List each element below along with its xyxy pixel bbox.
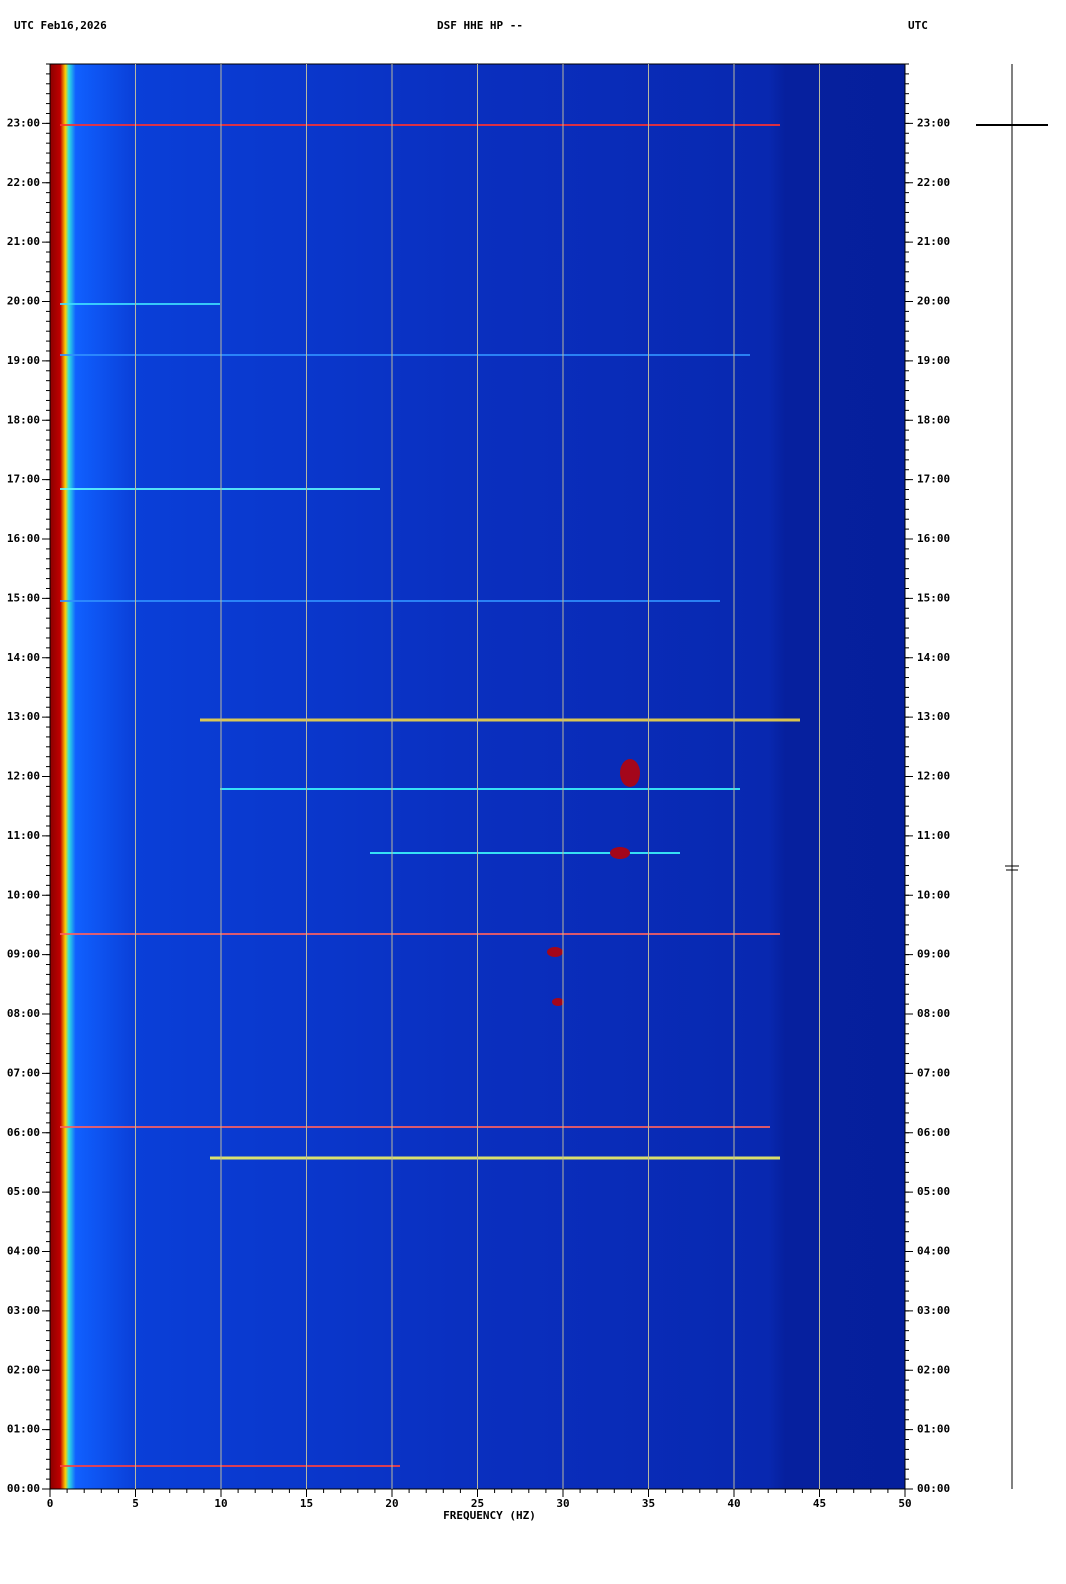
y-tick-label: 06:00 bbox=[7, 1126, 40, 1139]
x-tick-label: 45 bbox=[813, 1497, 826, 1510]
timezone-label: UTC bbox=[908, 19, 928, 32]
y-tick-label-right: 05:00 bbox=[917, 1185, 950, 1198]
y-tick-label-right: 11:00 bbox=[917, 829, 950, 842]
y-tick-label: 07:00 bbox=[7, 1066, 40, 1079]
y-tick-label-right: 16:00 bbox=[917, 532, 950, 545]
y-tick-label-right: 06:00 bbox=[917, 1126, 950, 1139]
y-tick-label: 15:00 bbox=[7, 591, 40, 604]
y-tick-label: 20:00 bbox=[7, 295, 40, 308]
y-tick-label: 17:00 bbox=[7, 473, 40, 486]
y-tick-label-right: 19:00 bbox=[917, 354, 950, 367]
y-tick-label: 23:00 bbox=[7, 116, 40, 129]
x-tick-label: 15 bbox=[300, 1497, 313, 1510]
y-tick-label: 21:00 bbox=[7, 235, 40, 248]
seismogram-trace bbox=[976, 64, 1048, 1489]
x-axis-label: FREQUENCY (HZ) bbox=[443, 1509, 536, 1522]
y-tick-label-right: 09:00 bbox=[917, 948, 950, 961]
y-tick-label-right: 14:00 bbox=[917, 651, 950, 664]
y-tick-label-right: 21:00 bbox=[917, 235, 950, 248]
x-tick-label: 10 bbox=[214, 1497, 227, 1510]
x-tick-label: 5 bbox=[132, 1497, 139, 1510]
x-tick-label: 30 bbox=[556, 1497, 569, 1510]
x-tick-label: 35 bbox=[642, 1497, 655, 1510]
y-tick-label-right: 01:00 bbox=[917, 1423, 950, 1436]
y-tick-label: 04:00 bbox=[7, 1245, 40, 1258]
y-tick-label: 14:00 bbox=[7, 651, 40, 664]
y-tick-label-right: 02:00 bbox=[917, 1363, 950, 1376]
y-tick-label: 03:00 bbox=[7, 1304, 40, 1317]
y-tick-label-right: 08:00 bbox=[917, 1007, 950, 1020]
y-tick-label-right: 18:00 bbox=[917, 413, 950, 426]
y-tick-label-right: 00:00 bbox=[917, 1482, 950, 1495]
y-tick-label-right: 07:00 bbox=[917, 1066, 950, 1079]
y-tick-label: 18:00 bbox=[7, 413, 40, 426]
y-tick-label-right: 10:00 bbox=[917, 888, 950, 901]
y-tick-label-right: 15:00 bbox=[917, 591, 950, 604]
y-tick-label-right: 22:00 bbox=[917, 176, 950, 189]
x-tick-label: 25 bbox=[471, 1497, 484, 1510]
chart-title: DSF HHE HP -- bbox=[437, 19, 523, 32]
x-tick-label: 50 bbox=[898, 1497, 911, 1510]
y-tick-label-right: 17:00 bbox=[917, 473, 950, 486]
y-tick-label-right: 13:00 bbox=[917, 710, 950, 723]
spectral-streaks bbox=[60, 124, 800, 1467]
x-tick-label: 20 bbox=[385, 1497, 398, 1510]
y-tick-label-right: 03:00 bbox=[917, 1304, 950, 1317]
y-tick-label: 08:00 bbox=[7, 1007, 40, 1020]
y-tick-label: 11:00 bbox=[7, 829, 40, 842]
y-tick-label: 05:00 bbox=[7, 1185, 40, 1198]
y-tick-label-right: 20:00 bbox=[917, 295, 950, 308]
y-tick-label: 00:00 bbox=[7, 1482, 40, 1495]
y-tick-label-right: 12:00 bbox=[917, 770, 950, 783]
y-tick-label: 12:00 bbox=[7, 770, 40, 783]
y-tick-label: 01:00 bbox=[7, 1423, 40, 1436]
x-tick-label: 0 bbox=[47, 1497, 54, 1510]
y-tick-label: 16:00 bbox=[7, 532, 40, 545]
y-tick-label: 22:00 bbox=[7, 176, 40, 189]
y-tick-label: 09:00 bbox=[7, 948, 40, 961]
date-label: UTC Feb16,2026 bbox=[14, 19, 107, 32]
y-tick-label: 13:00 bbox=[7, 710, 40, 723]
y-tick-label: 02:00 bbox=[7, 1363, 40, 1376]
x-tick-label: 40 bbox=[727, 1497, 740, 1510]
y-tick-label: 10:00 bbox=[7, 888, 40, 901]
y-tick-label: 19:00 bbox=[7, 354, 40, 367]
y-tick-label-right: 23:00 bbox=[917, 116, 950, 129]
y-tick-label-right: 04:00 bbox=[917, 1245, 950, 1258]
